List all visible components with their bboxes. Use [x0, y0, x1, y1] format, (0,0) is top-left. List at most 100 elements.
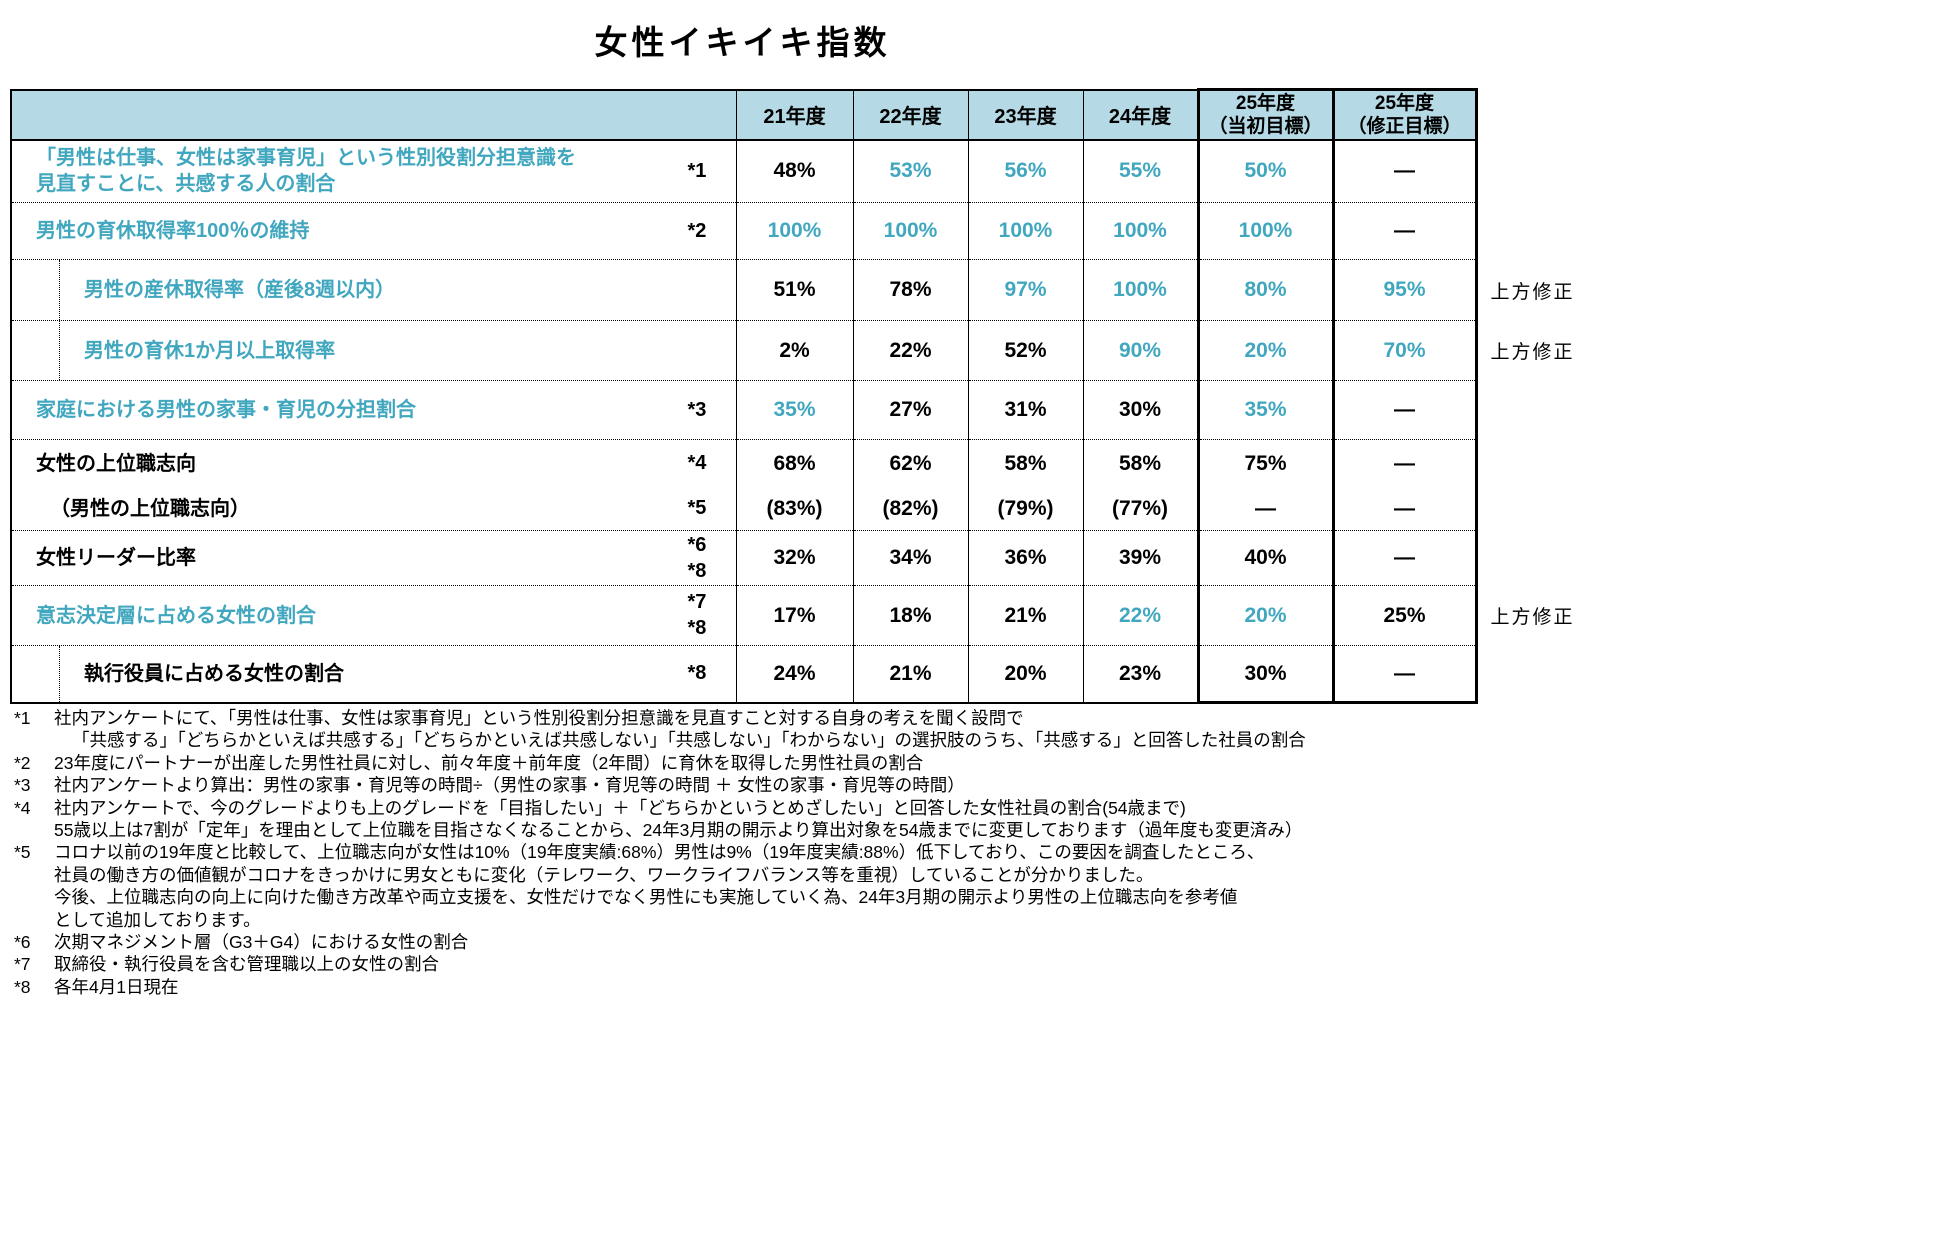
- footnote-mark: *7: [14, 954, 31, 975]
- value-cell: 18%: [852, 585, 968, 646]
- table-row: 「男性は仕事、女性は家事育児」という性別役割分担意識を 見直すことに、共感する人の…: [10, 139, 1586, 203]
- footnote-mark: [14, 729, 54, 751]
- value-cell: 2%: [735, 320, 853, 381]
- indent-guide-line: [59, 260, 60, 320]
- table-row: 家庭における男性の家事・育児の分担割合 *3 35% 27% 31% 30% 35% —: [10, 380, 1586, 440]
- footnote-mark: *8: [687, 617, 707, 639]
- value-cell: 35%: [735, 380, 853, 440]
- row-label-cell: 「男性は仕事、女性は家事育児」という性別役割分担意識を 見直すことに、共感する人の…: [10, 139, 737, 203]
- value-cell: —: [1332, 139, 1478, 203]
- index-table: 21年度 22年度 23年度 24年度 25年度 （当初目標） 25年度 （修正…: [10, 88, 1587, 704]
- footnotes: *1 社内アンケートにて、「男性は仕事、女性は家事育児」という性別役割分担意識を見…: [14, 707, 1306, 998]
- row-label-line: 男性の産休取得率（産後8週以内）: [84, 279, 396, 301]
- footnote-mark: *7: [687, 591, 707, 613]
- header-col-fy23: 23年度: [967, 88, 1083, 141]
- footnote-text: 55歳以上は7割が「定年」を理由として上位職を目指さなくなることから、24年3月…: [54, 820, 1303, 841]
- footnote-text: 今後、上位職志向の向上に向けた働き方改革や両立支援を、女性だけでなく男性にも実施…: [54, 887, 1238, 908]
- value-cell: 80%: [1196, 259, 1335, 321]
- footnote-text: 社員の働き方の価値観がコロナをきっかけに男女ともに変化（テレワーク、ワークライフ…: [54, 864, 1154, 885]
- value-cell: 90%: [1082, 320, 1198, 381]
- row-label-line: 家庭における男性の家事・育児の分担割合: [36, 399, 416, 421]
- value-cell: 100%: [1082, 259, 1198, 321]
- row-label: 男性の産休取得率（産後8週以内）: [84, 277, 395, 303]
- value-cell: 25%: [1332, 585, 1478, 646]
- value-cell: —: [1332, 645, 1478, 704]
- revision-annotation: 上方修正: [1490, 342, 1575, 363]
- header-line: 25年度: [1235, 92, 1296, 114]
- footnote-mark: *8: [687, 559, 707, 582]
- footnote-line: *5 コロナ以前の19年度と比較して、上位職志向が女性は10%（19年度実績:68…: [14, 841, 1306, 863]
- value-cell: 30%: [1082, 380, 1198, 440]
- footnote-mark: *2: [687, 219, 707, 242]
- row-label-cell: （男性の上位職志向） *5: [10, 487, 737, 531]
- row-label-cell: 執行役員に占める女性の割合 *8: [10, 645, 737, 704]
- value-cell: 56%: [967, 139, 1083, 203]
- row-label-line: 「男性は仕事、女性は家事育児」という性別役割分担意識を: [36, 147, 576, 170]
- value-cell: 95%: [1332, 259, 1478, 321]
- footnote-line: *8 各年4月1日現在: [14, 976, 1306, 998]
- row-label: 男性の育休取得率100％の維持: [36, 218, 309, 244]
- footnote-line: *6 次期マネジメント層（G3＋G4）における女性の割合: [14, 931, 1306, 953]
- table-row: 女性の上位職志向 *4 68% 62% 58% 58% 75% —: [10, 439, 1586, 488]
- footnote-line: *7 取締役・執行役員を含む管理職以上の女性の割合: [14, 953, 1306, 975]
- value-cell: 30%: [1196, 645, 1335, 704]
- value-cell: —: [1332, 439, 1478, 488]
- row-label: 執行役員に占める女性の割合: [84, 661, 344, 687]
- indent-guide-line: [59, 646, 60, 702]
- value-cell: 24%: [735, 645, 853, 704]
- value-cell: 35%: [1196, 380, 1335, 440]
- value-cell: 22%: [852, 320, 968, 381]
- row-label-line: 女性の上位職志向: [36, 452, 196, 475]
- row-label: 女性リーダー比率: [36, 545, 196, 571]
- footnote-mark: [14, 864, 54, 886]
- row-label-cell: 家庭における男性の家事・育児の分担割合 *3: [10, 380, 737, 440]
- row-label-line: （男性の上位職志向）: [50, 497, 250, 520]
- footnote-mark: *8: [687, 662, 707, 685]
- value-cell: 20%: [967, 645, 1083, 704]
- footnote-marks: *6 *8: [688, 534, 730, 583]
- annotation-cell-empty: [1476, 440, 1586, 488]
- value-cell: (77%): [1082, 487, 1198, 531]
- annotation-cell-empty: [1476, 203, 1586, 260]
- row-label-cell: 意志決定層に占める女性の割合 *7 *8: [10, 585, 737, 646]
- annotation-cell-empty: [1476, 381, 1586, 440]
- footnote-marks: *1: [688, 160, 730, 183]
- footnote-text: 社内アンケートより算出：男性の家事・育児等の時間÷（男性の家事・育児等の時間 ＋…: [54, 775, 965, 796]
- footnote-line: *4 社内アンケートで、今のグレードよりも上のグレードを「目指したい」＋「どちらか…: [14, 797, 1306, 819]
- footnote-mark: *3: [14, 775, 31, 796]
- header-col-fy25-initial-target: 25年度 （当初目標）: [1196, 88, 1335, 141]
- index-table-wrap: 21年度 22年度 23年度 24年度 25年度 （当初目標） 25年度 （修正…: [10, 88, 1587, 704]
- header-empty-cell: [10, 88, 736, 141]
- row-label-cell: 男性の産休取得率（産後8週以内）: [10, 259, 737, 321]
- row-label: 男性の育休1か月以上取得率: [84, 338, 335, 364]
- footnote-line: *2 23年度にパートナーが出産した男性社員に対し、前々年度＋前年度（2年間）に育…: [14, 752, 1306, 774]
- value-cell: 58%: [1082, 439, 1198, 488]
- footnote-mark: *1: [14, 708, 31, 728]
- row-label-line: 女性リーダー比率: [36, 547, 196, 569]
- row-label: 家庭における男性の家事・育児の分担割合: [36, 397, 416, 423]
- header-line: （当初目標）: [1208, 115, 1323, 137]
- value-cell: 23%: [1082, 645, 1198, 704]
- footnote-line: 55歳以上は7割が「定年」を理由として上位職を目指さなくなることから、24年3月…: [14, 819, 1306, 841]
- value-cell: 40%: [1196, 530, 1335, 586]
- value-cell: 32%: [735, 530, 853, 586]
- footnote-line: 社員の働き方の価値観がコロナをきっかけに男女ともに変化（テレワーク、ワークライフ…: [14, 864, 1306, 886]
- header-col-fy21: 21年度: [735, 88, 853, 141]
- row-label-line: 見直すことに、共感する人の割合: [36, 173, 336, 196]
- table-body: 「男性は仕事、女性は家事育児」という性別役割分担意識を 見直すことに、共感する人の…: [10, 139, 1586, 704]
- value-cell: 68%: [735, 439, 853, 488]
- footnote-mark: *3: [687, 398, 707, 421]
- footnote-mark: *6: [14, 932, 31, 953]
- table-header-row: 21年度 22年度 23年度 24年度 25年度 （当初目標） 25年度 （修正…: [10, 88, 1586, 141]
- table-row: 男性の育休取得率100％の維持 *2 100% 100% 100% 100% 100% —: [10, 202, 1586, 260]
- annotation-cell-empty: [1476, 531, 1586, 586]
- header-col-fy25-revised-target: 25年度 （修正目標）: [1331, 88, 1478, 141]
- footnote-mark: [14, 886, 54, 908]
- footnote-text: 取締役・執行役員を含む管理職以上の女性の割合: [54, 954, 439, 975]
- footnote-line: 「共感する」「どちらかといえば共感する」「どちらかといえば共感しない」「共感しな…: [14, 729, 1306, 751]
- value-cell: 31%: [967, 380, 1083, 440]
- footnote-text: 社内アンケートにて、「男性は仕事、女性は家事育児」という性別役割分担意識を見直す…: [54, 708, 1024, 728]
- footnote-mark: *1: [687, 159, 707, 182]
- value-cell: 36%: [967, 530, 1083, 586]
